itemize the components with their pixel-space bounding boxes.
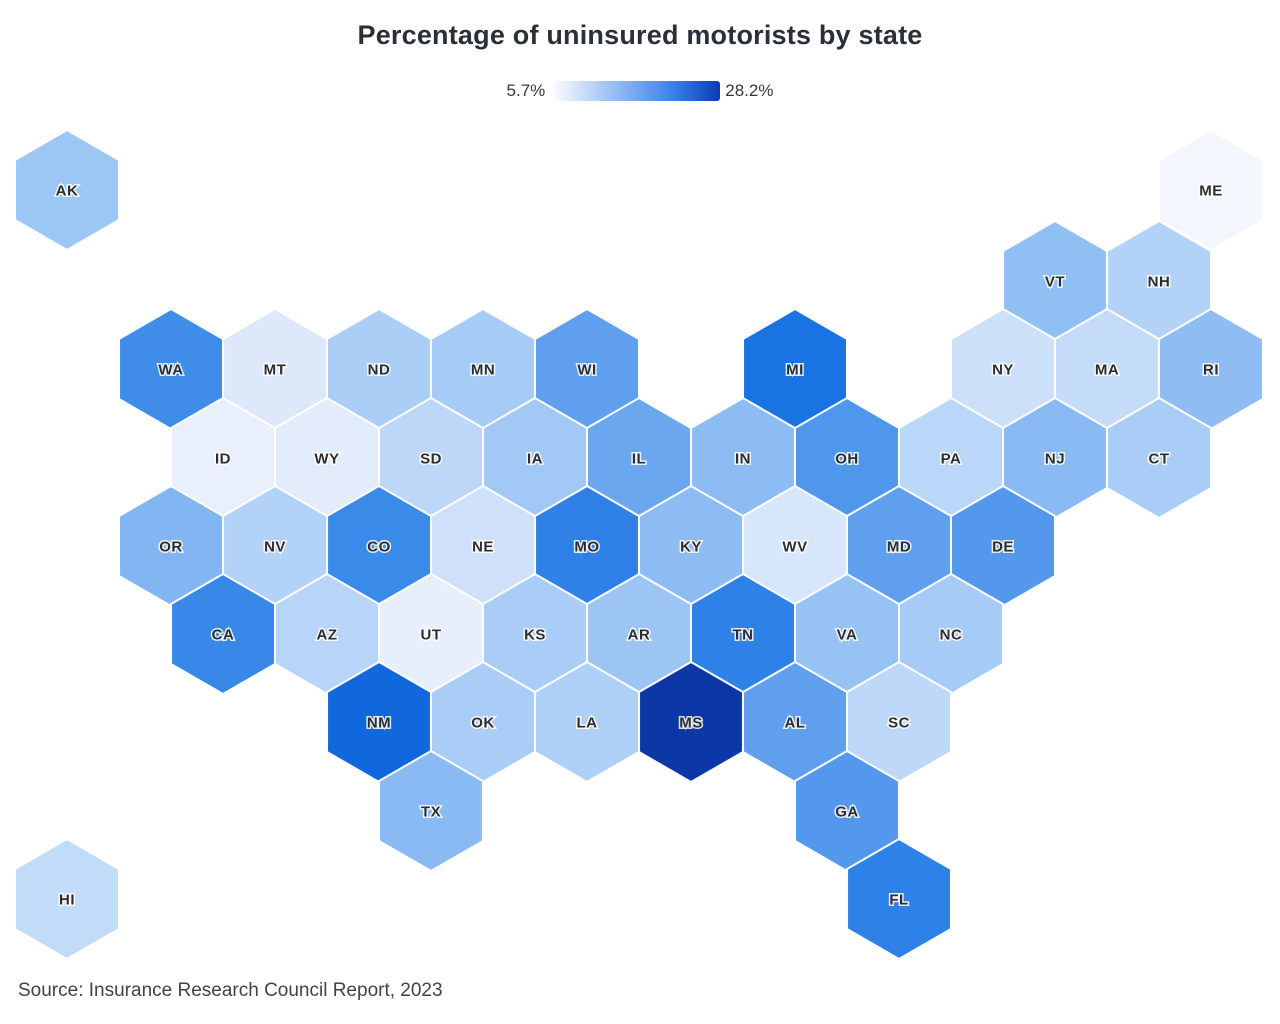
state-label: RI — [1203, 362, 1219, 379]
state-hex-or[interactable]: OR — [118, 485, 224, 607]
state-label: OK — [471, 715, 495, 732]
state-label: ND — [368, 362, 391, 379]
state-hex-shape[interactable] — [14, 129, 120, 251]
state-label: MN — [471, 362, 495, 379]
state-label: KS — [524, 627, 546, 644]
source-note: Source: Insurance Research Council Repor… — [18, 980, 443, 1001]
state-hex-ky[interactable]: KY — [638, 485, 744, 607]
state-label: WA — [158, 362, 183, 379]
state-label: HI — [59, 892, 75, 909]
state-label: NY — [992, 362, 1014, 379]
state-hex-fl[interactable]: FL — [846, 838, 952, 960]
state-label: MA — [1095, 362, 1119, 379]
state-label: NC — [940, 627, 963, 644]
state-label: VT — [1045, 274, 1065, 291]
state-hex-vt[interactable]: VT — [1002, 220, 1108, 342]
state-label: AZ — [317, 627, 338, 644]
state-hex-mi[interactable]: MI — [742, 308, 848, 430]
state-label: CO — [367, 539, 391, 556]
state-hex-ar[interactable]: AR — [586, 573, 692, 695]
state-label: NM — [367, 715, 391, 732]
state-label: DE — [992, 539, 1014, 556]
state-label: TN — [733, 627, 754, 644]
state-label: IN — [735, 451, 751, 468]
state-label: PA — [941, 451, 962, 468]
state-label: UT — [421, 627, 442, 644]
state-label: OR — [159, 539, 183, 556]
state-label: AR — [628, 627, 651, 644]
state-label: LA — [577, 715, 598, 732]
state-hex-shape[interactable] — [378, 750, 484, 872]
state-hex-sd[interactable]: SD — [378, 397, 484, 519]
state-label: AL — [785, 715, 806, 732]
state-label: GA — [835, 804, 859, 821]
state-label: ME — [1199, 183, 1223, 200]
state-label: IA — [527, 451, 543, 468]
state-hex-la[interactable]: LA — [534, 661, 640, 783]
legend-gradient-bar — [550, 81, 721, 101]
state-label: OH — [835, 451, 859, 468]
state-hex-ak[interactable]: AK — [14, 129, 120, 251]
state-hex-oh[interactable]: OH — [794, 397, 900, 519]
state-hex-tx[interactable]: TX — [378, 750, 484, 872]
state-hex-ca[interactable]: CA — [170, 573, 276, 695]
state-hex-shape[interactable] — [14, 838, 120, 960]
state-label: WI — [577, 362, 596, 379]
state-label: CT — [1149, 451, 1170, 468]
legend-max-label: 28.2% — [725, 81, 774, 100]
state-hex-ok[interactable]: OK — [430, 661, 536, 783]
state-hex-hi[interactable]: HI — [14, 838, 120, 960]
state-hex-shape[interactable] — [846, 838, 952, 960]
state-hex-shape[interactable] — [1106, 397, 1212, 519]
state-hex-wi[interactable]: WI — [534, 308, 640, 430]
state-label: WY — [314, 451, 339, 468]
state-hex-ct[interactable]: CT — [1106, 397, 1212, 519]
state-label: MO — [574, 539, 599, 556]
state-label: NE — [472, 539, 494, 556]
state-label: AK — [56, 183, 79, 200]
state-label: NJ — [1045, 451, 1065, 468]
state-label: MT — [264, 362, 287, 379]
state-label: CA — [212, 627, 235, 644]
state-hex-ne[interactable]: NE — [430, 485, 536, 607]
state-hex-de[interactable]: DE — [950, 485, 1056, 607]
state-label: MD — [887, 539, 911, 556]
state-hex-ri[interactable]: RI — [1158, 308, 1264, 430]
state-label: MI — [786, 362, 804, 379]
state-label: ID — [215, 451, 231, 468]
state-label: KY — [680, 539, 702, 556]
state-label: TX — [421, 804, 441, 821]
state-label: MS — [679, 715, 703, 732]
legend-min-label: 5.7% — [506, 81, 546, 100]
state-label: SC — [888, 715, 910, 732]
state-hex-ut[interactable]: UT — [378, 573, 484, 695]
state-label: NH — [1148, 274, 1171, 291]
state-label: SD — [420, 451, 442, 468]
state-label: WV — [782, 539, 807, 556]
state-label: VA — [837, 627, 858, 644]
color-legend: 5.7% 28.2% — [0, 81, 1280, 101]
chart-title: Percentage of uninsured motorists by sta… — [357, 20, 923, 50]
state-hex-mn[interactable]: MN — [430, 308, 536, 430]
state-hex-wv[interactable]: WV — [742, 485, 848, 607]
state-label: NV — [264, 539, 286, 556]
state-label: FL — [889, 892, 908, 909]
state-label: IL — [632, 451, 646, 468]
